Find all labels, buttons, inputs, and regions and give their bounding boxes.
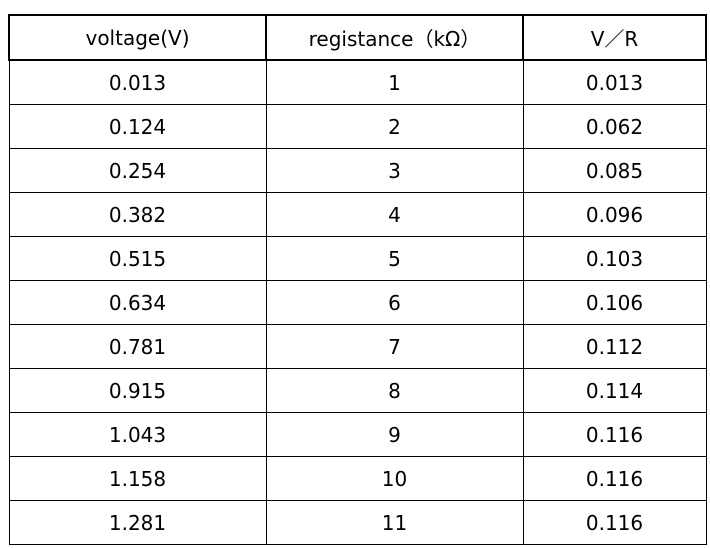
table-cell: 0.085 [522, 148, 707, 193]
header-cell: V／R [522, 14, 707, 61]
header-cell: voltage(V) [8, 14, 267, 61]
table-cell: 0.124 [8, 104, 267, 149]
table-row: 0.124 2 0.062 [8, 104, 707, 149]
table-cell: 1.281 [8, 500, 267, 545]
table-row: 0.013 1 0.013 [8, 59, 707, 105]
table-cell: 4 [265, 192, 524, 237]
table-container: voltage(V) registance（kΩ） V／R 0.013 1 0.013 0.… [8, 14, 707, 545]
table-cell: 10 [265, 456, 524, 501]
table-cell: 0.106 [522, 280, 707, 325]
table-row: 0.254 3 0.085 [8, 148, 707, 193]
table-cell: 9 [265, 412, 524, 457]
table-cell: 6 [265, 280, 524, 325]
table-cell: 0.116 [522, 500, 707, 545]
table-row: 0.515 5 0.103 [8, 236, 707, 281]
table-row: 0.634 6 0.106 [8, 280, 707, 325]
header-row: voltage(V) registance（kΩ） V／R [8, 14, 707, 61]
table-row: 1.043 9 0.116 [8, 412, 707, 457]
table-cell: 0.116 [522, 456, 707, 501]
table-cell: 7 [265, 324, 524, 369]
table-row: 1.158 10 0.116 [8, 456, 707, 501]
table-cell: 0.114 [522, 368, 707, 413]
table-row: 0.781 7 0.112 [8, 324, 707, 369]
table-row: 0.382 4 0.096 [8, 192, 707, 237]
table-cell: 0.116 [522, 412, 707, 457]
table-cell: 0.062 [522, 104, 707, 149]
header-cell: registance（kΩ） [265, 14, 524, 61]
table-cell: 1.043 [8, 412, 267, 457]
table-row: 1.281 11 0.116 [8, 500, 707, 545]
table-cell: 11 [265, 500, 524, 545]
table-cell: 0.915 [8, 368, 267, 413]
table-cell: 2 [265, 104, 524, 149]
table-row: 0.915 8 0.114 [8, 368, 707, 413]
table-cell: 0.112 [522, 324, 707, 369]
table-cell: 3 [265, 148, 524, 193]
table-cell: 8 [265, 368, 524, 413]
table-cell: 0.096 [522, 192, 707, 237]
table-cell: 0.013 [8, 59, 267, 105]
table-cell: 1 [265, 59, 524, 105]
table-cell: 0.781 [8, 324, 267, 369]
table-cell: 5 [265, 236, 524, 281]
table-cell: 1.158 [8, 456, 267, 501]
data-table: voltage(V) registance（kΩ） V／R 0.013 1 0.013 0.… [8, 14, 707, 545]
table-cell: 0.515 [8, 236, 267, 281]
table-cell: 0.382 [8, 192, 267, 237]
table-cell: 0.013 [522, 59, 707, 105]
table-cell: 0.634 [8, 280, 267, 325]
table-cell: 0.103 [522, 236, 707, 281]
table-cell: 0.254 [8, 148, 267, 193]
